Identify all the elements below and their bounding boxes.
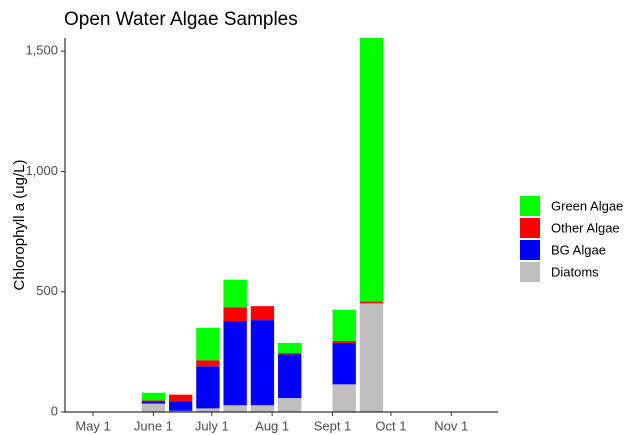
y-tick-label: 0	[51, 403, 58, 418]
legend-label: Green Algae	[551, 198, 623, 213]
x-tick-label: May 1	[75, 418, 110, 433]
legend-swatch	[520, 218, 540, 238]
x-tick-label: June 1	[134, 418, 173, 433]
bar-segment	[250, 320, 275, 406]
bar-segment	[168, 401, 193, 411]
legend-label: Other Algae	[551, 220, 620, 235]
bar-segment	[277, 342, 302, 354]
bar-segment	[141, 401, 166, 404]
bar-segment	[277, 353, 302, 355]
bar-segment	[223, 405, 247, 412]
y-tick-label: 1,500	[25, 43, 58, 58]
bar-segment	[359, 301, 384, 304]
chart-title: Open Water Algae Samples	[64, 9, 298, 30]
bar-segment	[196, 366, 220, 409]
bar-segment	[359, 303, 384, 412]
bar-segment	[196, 408, 220, 412]
bar-segment	[332, 341, 356, 343]
bar-segment	[277, 398, 302, 412]
legend-swatch	[520, 196, 540, 216]
x-tick-label: July 1	[195, 418, 229, 433]
x-tick-label: Sept 1	[314, 418, 352, 433]
y-axis-title: Chlorophyll a (ug/L)	[11, 160, 28, 291]
bar-segment	[223, 279, 247, 308]
y-tick-label: 500	[36, 283, 58, 298]
y-tick-label: 1,000	[25, 163, 58, 178]
bar-segment	[196, 327, 220, 361]
bar-segment	[141, 392, 166, 401]
bar-segment	[250, 405, 275, 412]
x-tick-label: Oct 1	[375, 418, 406, 433]
bar-segment	[250, 306, 275, 321]
legend-swatch	[520, 262, 540, 282]
bar-segment	[359, 37, 384, 302]
bar-segment	[141, 403, 166, 412]
bar-segment	[332, 309, 356, 342]
bar-segment	[223, 321, 247, 406]
legend-label: BG Algae	[551, 242, 606, 257]
legend-swatch	[520, 240, 540, 260]
x-tick-label: Nov 1	[434, 418, 468, 433]
bar-segment	[223, 307, 247, 322]
bar-segment	[196, 360, 220, 367]
bar-segment	[332, 384, 356, 412]
bar-segment	[332, 342, 356, 385]
bar-segment	[168, 394, 193, 402]
bar-segment	[141, 400, 166, 402]
legend-label: Diatoms	[551, 264, 599, 279]
bar-segment	[277, 354, 302, 399]
x-tick-label: Aug 1	[255, 418, 289, 433]
bar-segment	[168, 410, 193, 412]
